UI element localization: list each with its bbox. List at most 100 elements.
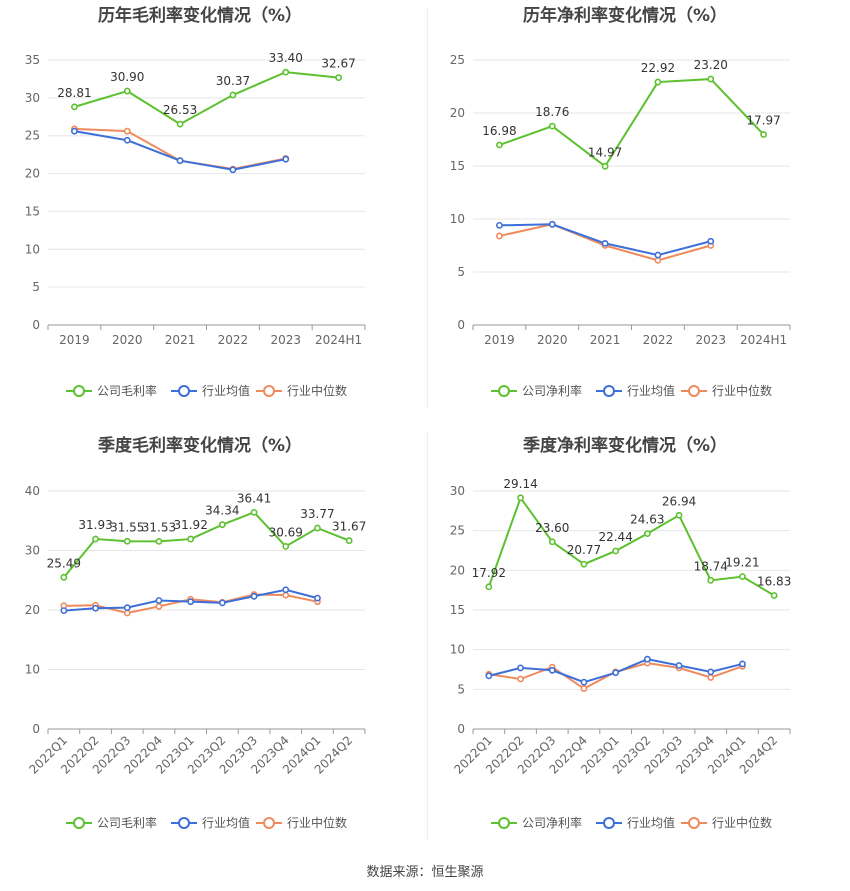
- data-label: 17.92: [472, 566, 506, 580]
- legend-label: 公司毛利率: [97, 383, 157, 398]
- data-point-avg: [123, 136, 131, 144]
- data-point-avg: [229, 166, 237, 174]
- data-label: 32.67: [321, 57, 355, 71]
- series-line-company: [499, 78, 765, 168]
- data-point-median: [496, 232, 503, 240]
- data-point-company: [71, 103, 78, 111]
- data-point-avg: [517, 664, 524, 672]
- data-point-company: [601, 162, 609, 170]
- data-point-company: [707, 576, 715, 584]
- y-tick-label: 10: [25, 242, 40, 256]
- data-point-avg: [60, 607, 68, 614]
- data-point-avg: [155, 597, 163, 604]
- panel-divider: [427, 8, 428, 408]
- legend-label: 行业均值: [202, 815, 250, 830]
- data-label: 34.34: [205, 504, 239, 518]
- data-label: 31.67: [332, 520, 366, 534]
- data-label: 31.53: [142, 520, 176, 534]
- data-label: 25.49: [47, 556, 81, 570]
- y-tick-label: 25: [25, 129, 40, 143]
- data-label: 18.76: [535, 105, 569, 119]
- data-label: 28.81: [57, 86, 91, 100]
- data-point-company: [92, 535, 99, 543]
- y-tick-label: 30: [450, 484, 465, 498]
- legend-marker-avg: [603, 385, 615, 397]
- y-tick-label: 5: [457, 265, 465, 279]
- y-tick-label: 20: [25, 167, 40, 181]
- data-label: 33.77: [300, 507, 334, 521]
- data-label: 16.98: [482, 124, 516, 138]
- data-point-company: [282, 68, 290, 76]
- x-tick-label: 2023: [695, 333, 726, 347]
- y-tick-label: 10: [450, 643, 465, 657]
- data-point-median: [123, 609, 131, 617]
- x-tick-label: 2020: [112, 333, 143, 347]
- y-tick-label: 15: [450, 159, 465, 173]
- data-point-company: [675, 511, 683, 519]
- data-point-avg: [187, 598, 195, 606]
- data-label: 24.63: [630, 513, 664, 527]
- data-point-median: [155, 603, 163, 610]
- x-tick-label: 2022: [643, 333, 674, 347]
- y-tick-label: 15: [450, 603, 465, 617]
- data-point-avg: [123, 604, 131, 612]
- data-point-avg: [612, 669, 620, 677]
- x-tick-label: 2023: [270, 333, 301, 347]
- data-point-avg: [71, 127, 78, 135]
- data-point-company: [612, 547, 620, 555]
- panel-divider: [427, 432, 428, 840]
- data-label: 14.97: [588, 145, 622, 159]
- data-label: 26.53: [163, 103, 197, 117]
- y-tick-label: 0: [457, 722, 465, 736]
- y-tick-label: 20: [25, 603, 40, 617]
- legend-label: 行业均值: [627, 815, 675, 830]
- legend-marker-company: [498, 817, 510, 829]
- data-label: 31.93: [78, 518, 112, 532]
- legend-label: 公司毛利率: [97, 815, 157, 830]
- data-point-median: [123, 127, 131, 135]
- data-point-avg: [675, 662, 683, 669]
- data-point-company: [485, 583, 493, 591]
- y-tick-label: 15: [25, 204, 40, 218]
- data-point-avg: [548, 666, 556, 674]
- y-tick-label: 25: [450, 53, 465, 67]
- chart-annual-net-margin: 历年净利率变化情况（%） 0 5 10 15 20 25 2019 2020 2021 2022 20…: [425, 0, 850, 430]
- legend-marker-company: [498, 385, 510, 397]
- chart-title: 季度净利率变化情况（%）: [523, 435, 727, 456]
- data-point-company: [548, 122, 556, 130]
- series-line-company: [487, 495, 775, 597]
- data-point-avg: [314, 594, 321, 602]
- data-point-company: [654, 78, 662, 86]
- data-label: 17.97: [746, 114, 780, 128]
- y-tick-label: 20: [450, 563, 465, 577]
- legend-marker-company: [73, 385, 85, 397]
- legend-label: 行业中位数: [287, 815, 347, 830]
- data-point-median: [707, 674, 715, 681]
- chart-annual-gross-margin: 历年毛利率变化情况（%） 0 5 10 15 20 25 30 35 2019 2020 2021 20…: [0, 0, 425, 430]
- data-point-avg: [485, 672, 493, 680]
- legend-marker-company: [73, 817, 85, 829]
- legend-label: 行业均值: [627, 383, 675, 398]
- y-tick-label: 30: [25, 544, 40, 558]
- data-point-company: [123, 87, 131, 95]
- x-tick-label: 2024H1: [315, 333, 362, 347]
- data-point-median: [282, 591, 290, 599]
- chart-title: 季度毛利率变化情况（%）: [98, 435, 302, 456]
- data-point-company: [643, 530, 651, 538]
- data-point-company: [548, 538, 556, 546]
- data-point-company: [155, 537, 163, 545]
- data-label: 33.40: [269, 51, 303, 65]
- chart-title: 历年净利率变化情况（%）: [523, 5, 727, 26]
- data-label: 18.74: [694, 559, 728, 573]
- data-label: 23.20: [694, 58, 728, 72]
- data-point-company: [250, 508, 258, 516]
- y-tick-label: 0: [32, 722, 40, 736]
- chart-quarterly-gross-margin: 季度毛利率变化情况（%） 0 10 20 30 40 2022Q1 2022Q2 2022Q3 2…: [0, 430, 425, 860]
- data-point-company: [282, 542, 290, 550]
- chart-annual-gross-margin-svg: 历年毛利率变化情况（%） 0 5 10 15 20 25 30 35 2019 2020 2021 20…: [25, 5, 366, 398]
- x-tick-label: 2019: [59, 333, 90, 347]
- data-point-avg: [282, 155, 290, 163]
- data-point-avg: [250, 592, 258, 600]
- data-label: 19.21: [725, 556, 759, 570]
- data-point-company: [760, 131, 767, 138]
